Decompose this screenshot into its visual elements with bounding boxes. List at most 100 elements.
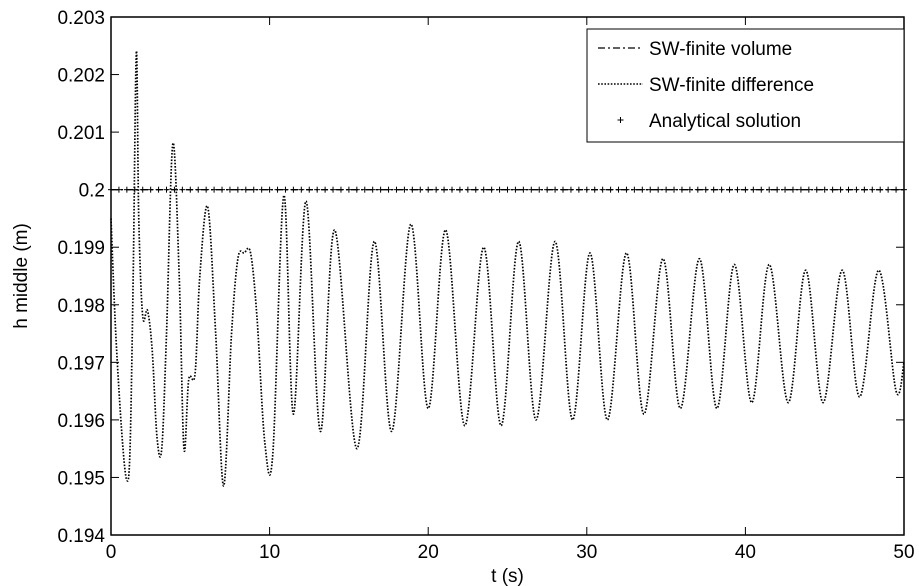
legend-swatch-plus-marker [617,117,624,123]
analytical-point [877,186,884,193]
legend-label-finite-difference: SW-finite difference [649,75,814,96]
analytical-point [528,186,535,193]
analytical-point [282,186,289,193]
analytical-point [139,186,146,193]
analytical-point [258,186,265,193]
analytical-point [504,186,511,193]
analytical-point [829,186,836,193]
analytical-point [417,186,424,193]
y-tick-label: 0.202 [57,66,105,87]
analytical-point [163,186,170,193]
analytical-point [337,186,344,193]
analytical-point [345,186,352,193]
analytical-point [195,186,202,193]
analytical-point [441,186,448,193]
analytical-point [464,186,471,193]
analytical-point [155,186,162,193]
y-tick-label: 0.197 [57,353,105,374]
series-analytical-solution [108,186,907,193]
analytical-point [718,186,725,193]
analytical-point [234,186,241,193]
x-tick-label: 50 [893,542,914,563]
x-axis-ticks: 0 10 20 30 40 50 [106,17,915,563]
analytical-point [369,186,376,193]
analytical-point [710,186,717,193]
analytical-point [314,186,321,193]
analytical-point [631,186,638,193]
analytical-point [861,186,868,193]
analytical-point [330,186,337,193]
analytical-point [377,186,384,193]
analytical-point [409,186,416,193]
analytical-point [734,186,741,193]
analytical-point [488,186,495,193]
legend-label-analytical: Analytical solution [649,111,801,132]
analytical-point [456,186,463,193]
y-tick-label: 0.194 [57,526,105,547]
analytical-point [536,186,543,193]
analytical-point [306,186,313,193]
analytical-point [250,186,257,193]
y-axis-ticks: 0.194 0.195 0.196 0.197 0.198 0.199 0.2 0.201 0.… [57,8,904,547]
analytical-point [726,186,733,193]
analytical-point [520,186,527,193]
analytical-point [425,186,432,193]
analytical-point [393,186,400,193]
series-line-finite-difference [110,50,905,487]
analytical-point [401,186,408,193]
analytical-point [615,186,622,193]
analytical-point [298,186,305,193]
analytical-point [678,186,685,193]
analytical-point [694,186,701,193]
y-tick-label: 0.203 [57,8,105,29]
analytical-point [203,186,210,193]
y-tick-label: 0.199 [57,238,105,259]
analytical-point [290,186,297,193]
y-tick-label: 0.201 [57,123,105,144]
analytical-point [853,186,860,193]
analytical-point [639,186,646,193]
analytical-point [322,186,329,193]
analytical-point [131,186,138,193]
legend: SW-finite volume SW-finite difference An… [586,28,905,143]
analytical-point [821,186,828,193]
legend-plus-marker [617,117,624,123]
analytical-point [147,186,154,193]
analytical-point [512,186,519,193]
analytical-point [813,186,820,193]
analytical-point [797,186,804,193]
analytical-point [567,186,574,193]
analytical-point [702,186,709,193]
analytical-point [845,186,852,193]
analytical-point [472,186,479,193]
analytical-point [599,186,606,193]
analytical-point [575,186,582,193]
x-tick-label: 0 [106,542,117,563]
legend-label-finite-volume: SW-finite volume [649,39,792,60]
y-tick-label: 0.2 [79,181,105,202]
analytical-point [211,186,218,193]
analytical-point [219,186,226,193]
analytical-point [123,186,130,193]
analytical-point [782,186,789,193]
analytical-point [226,186,233,193]
analytical-point [480,186,487,193]
analytical-point [171,186,178,193]
x-axis-label: t (s) [491,566,524,586]
axes-frame-overlay [110,16,905,536]
analytical-point [242,186,249,193]
analytical-point [448,186,455,193]
analytical-point [774,186,781,193]
x-tick-label: 30 [576,542,597,563]
analytical-point [663,186,670,193]
analytical-point [591,186,598,193]
analytical-point [361,186,368,193]
analytical-point [837,186,844,193]
analytical-point [647,186,654,193]
analytical-point [742,186,749,193]
analytical-point [560,186,567,193]
analytical-point [433,186,440,193]
analytical-point [544,186,551,193]
analytical-point [671,186,678,193]
